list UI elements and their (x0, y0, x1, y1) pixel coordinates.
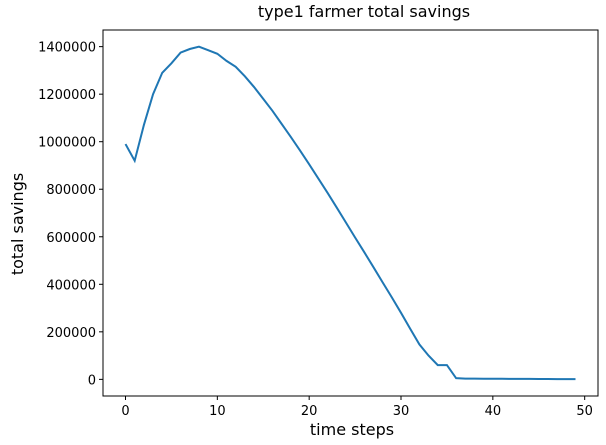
chart-title: type1 farmer total savings (258, 2, 470, 21)
x-axis-label: time steps (310, 420, 394, 439)
y-tick-label: 0 (88, 373, 96, 388)
y-tick-label: 1000000 (38, 136, 96, 151)
y-tick-label: 1200000 (38, 88, 96, 103)
y-axis-label: total savings (8, 173, 27, 275)
line-series (124, 45, 576, 381)
x-tick-label: 20 (301, 404, 318, 419)
x-tick-label: 30 (393, 404, 410, 419)
x-tick-label: 10 (209, 404, 226, 419)
y-tick-label: 800000 (46, 183, 96, 198)
y-tick-label: 600000 (46, 231, 96, 246)
x-tick-label: 40 (485, 404, 502, 419)
y-tick-label: 400000 (46, 278, 96, 293)
y-tick-label: 200000 (46, 326, 96, 341)
x-tick-label: 50 (576, 404, 593, 419)
plot-frame (102, 29, 599, 397)
x-tick-label: 0 (121, 404, 129, 419)
y-tick-label: 1400000 (38, 41, 96, 56)
